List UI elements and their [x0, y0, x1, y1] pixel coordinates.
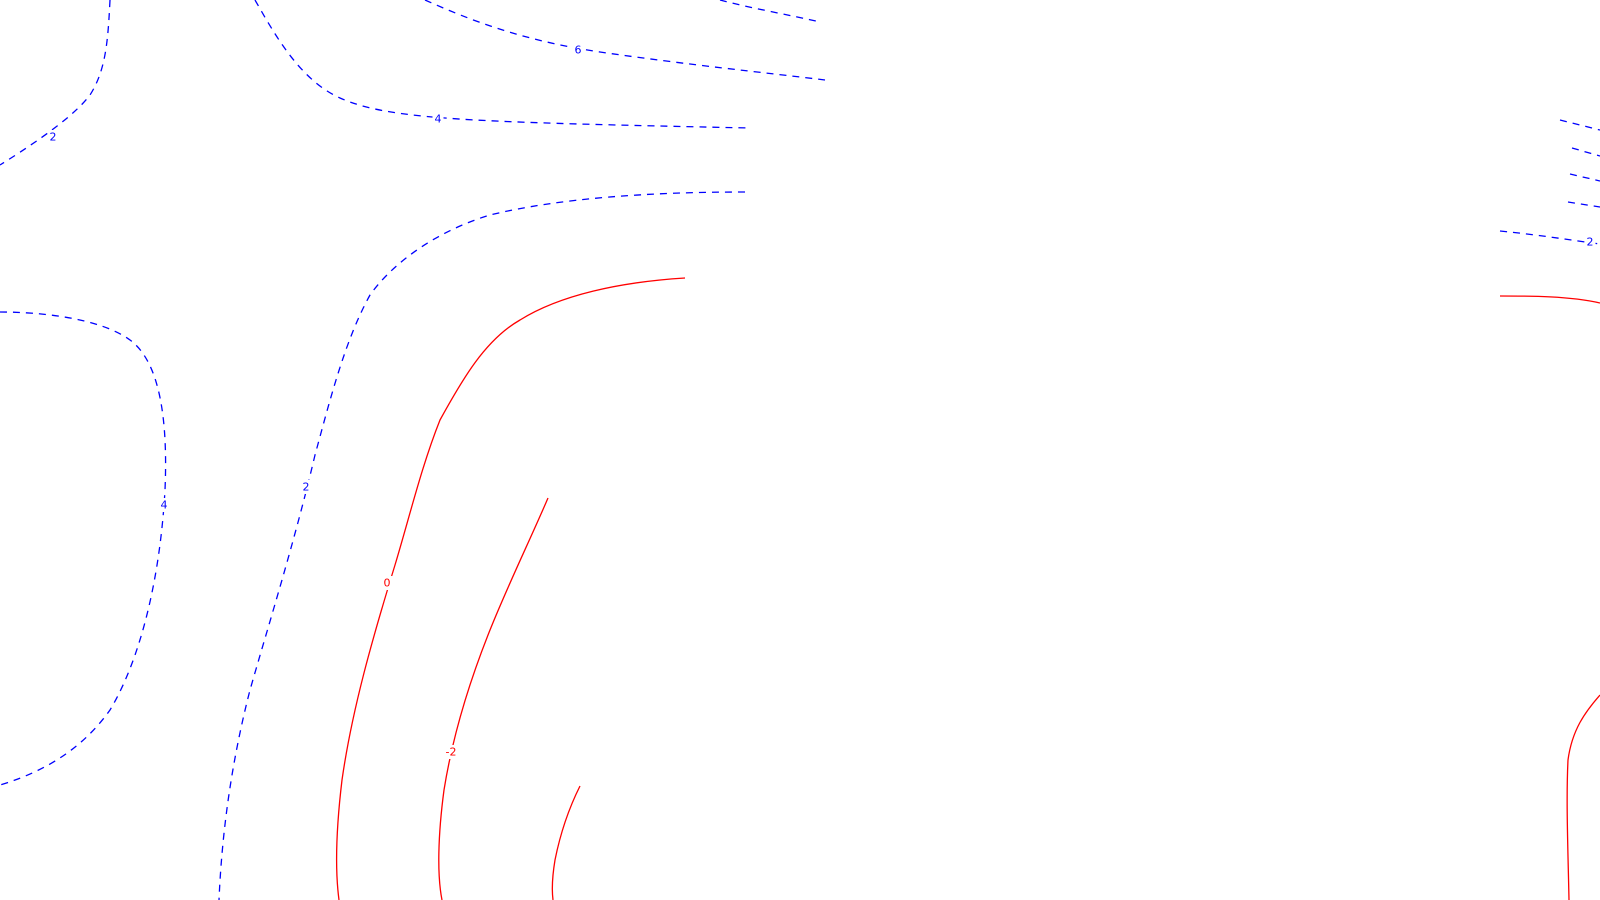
contour-label-bg [158, 498, 170, 512]
contour-line-c-4-right-d [1567, 201, 1600, 208]
contour-line-c-0-right-bottom [1566, 694, 1600, 900]
contour-label-bg [381, 576, 393, 590]
contour-label-bg [432, 112, 444, 126]
contour-line-c-4-top [254, 0, 751, 129]
contour-label-c-6-top: 6 [575, 44, 582, 57]
contour-line-c-neg4-bottom [551, 785, 581, 900]
contour-line-c-6-top [424, 0, 826, 81]
contour-label-bg [47, 130, 59, 144]
contour-label-bg [1584, 235, 1596, 249]
contour-label-c-2-center: 2 [303, 481, 310, 494]
contour-line-c-4-left [0, 311, 167, 786]
contour-line-c-0-right-top [1499, 295, 1600, 304]
contour-line-c-6-topedge [719, 0, 821, 23]
contour-label-bg [300, 480, 312, 494]
contour-line-c-2-topleft [0, 0, 111, 166]
contour-line-c-0-center [335, 277, 686, 900]
contour-label-c-4-top: 4 [435, 113, 442, 126]
contour-label-bg [442, 745, 460, 759]
contour-line-c-4-right-c [1569, 173, 1600, 182]
contour-line-c-4-right-b [1571, 147, 1600, 157]
contour-line-c-neg2-center [438, 497, 549, 900]
contour-line-c-2-center [218, 191, 746, 900]
contour-line-c-4-right-a [1559, 119, 1600, 131]
contour-labels: 2 4 6 4 2 0 -2 2 [47, 43, 1596, 759]
contour-label-c-2-right: 2 [1587, 236, 1594, 249]
contour-label-c-2-topleft: 2 [50, 131, 57, 144]
contour-label-c-4-left: 4 [161, 499, 168, 512]
contour-label-c-neg2-center: -2 [446, 746, 457, 759]
contour-label-c-0-center: 0 [384, 577, 391, 590]
contour-label-bg [572, 43, 584, 57]
